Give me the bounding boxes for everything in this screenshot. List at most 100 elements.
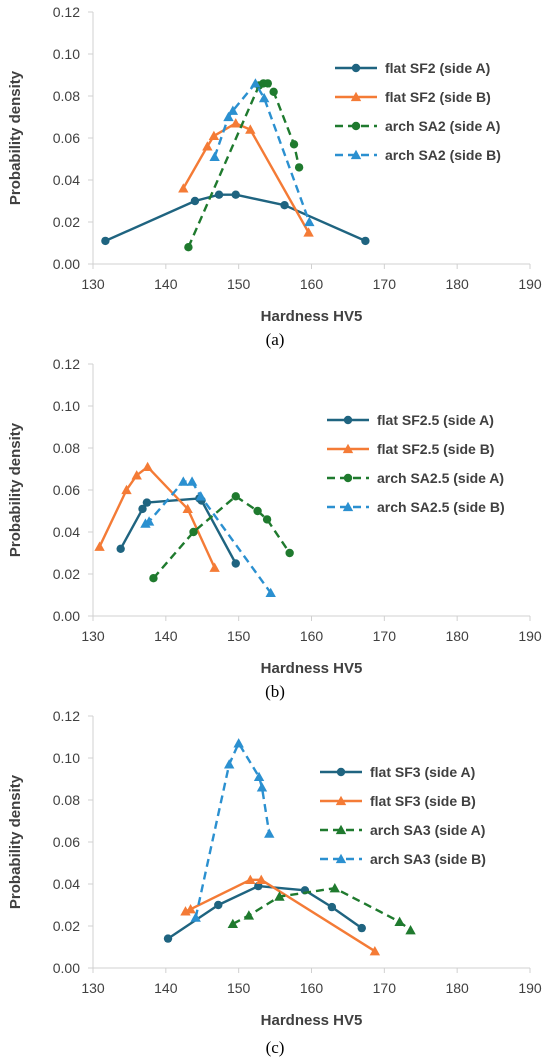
x-axis-title: Hardness HV5 — [261, 308, 363, 325]
series-3-point-3 — [263, 79, 272, 88]
series-1-point-0 — [163, 934, 173, 943]
series-3-point-4 — [262, 515, 272, 524]
series-3-point-0 — [227, 918, 239, 929]
legend-marker-point-3 — [335, 853, 347, 864]
series-2-point-2 — [208, 130, 220, 141]
legend: flat SF3 (side A) flat SF3 (side B) arch S… — [320, 764, 486, 867]
y-tick-label: 0.08 — [53, 792, 80, 808]
legend-marker-point-1 — [350, 91, 362, 102]
series-line — [213, 82, 311, 223]
series-4-point-0 — [190, 912, 201, 922]
x-tick-label: 130 — [81, 980, 105, 996]
series-2 — [94, 461, 220, 572]
series-1-point-0 — [116, 544, 125, 553]
panel-caption-b: (b) — [265, 682, 285, 701]
y-tick-label: 0.12 — [53, 708, 80, 724]
series-3-point-5 — [289, 140, 299, 149]
series-3-point-0 — [184, 243, 193, 252]
series-2-point-3 — [230, 118, 241, 128]
series-2-point-0 — [94, 541, 105, 551]
series-3 — [149, 492, 294, 583]
series-2-point-2 — [245, 874, 256, 884]
series-1-point-4 — [280, 201, 289, 210]
legend-label: flat SF3 (side B) — [370, 793, 476, 809]
series-2-point-4 — [182, 503, 193, 514]
series-line — [185, 878, 376, 953]
y-axis-title: Probability density — [7, 70, 24, 205]
series-3-point-4 — [269, 87, 278, 97]
series-4-point-2 — [178, 476, 189, 486]
series-4 — [209, 78, 315, 227]
series-line — [98, 465, 216, 569]
legend-label: arch SA2 (side A) — [385, 118, 500, 134]
series-2-point-4 — [369, 946, 381, 956]
x-tick-label: 160 — [300, 276, 324, 292]
legend-label: flat SF3 (side A) — [370, 764, 475, 780]
series-4-point-1 — [143, 516, 155, 526]
x-tick-label: 140 — [154, 276, 178, 292]
series-3-point-2 — [231, 492, 240, 501]
series-1-point-4 — [327, 902, 337, 912]
series-1-point-5 — [361, 236, 370, 246]
y-tick-label: 0.10 — [53, 750, 80, 766]
legend-marker-point-2 — [335, 824, 347, 835]
series-3-point-0 — [149, 574, 158, 583]
series-4-point-3 — [250, 78, 261, 88]
legend-marker-point-0 — [351, 63, 361, 73]
series-3-point-5 — [285, 548, 294, 558]
series-1-point-1 — [138, 504, 147, 514]
series-3-point-3 — [329, 883, 341, 893]
legend-label: arch SA3 (side B) — [370, 851, 486, 867]
x-axis-title: Hardness HV5 — [261, 660, 363, 677]
series-2-point-1 — [185, 904, 196, 914]
series-4-point-4 — [195, 491, 206, 501]
series-line — [232, 886, 412, 932]
legend-label: flat SF2.5 (side A) — [377, 412, 494, 428]
series-1-point-2 — [142, 498, 152, 507]
series-2-point-5 — [209, 562, 220, 572]
legend: flat SF2 (side A) flat SF2 (side B) arch S… — [335, 60, 501, 163]
x-tick-label: 160 — [300, 628, 324, 644]
series-3-point-4 — [394, 916, 405, 926]
legend-label: arch SA2.5 (side B) — [377, 499, 505, 515]
x-tick-label: 190 — [518, 628, 542, 644]
legend-label: arch SA3 (side A) — [370, 822, 485, 838]
series-4 — [190, 738, 275, 922]
y-tick-label: 0.06 — [53, 834, 80, 850]
x-tick-label: 150 — [227, 276, 251, 292]
series-3-point-1 — [189, 527, 198, 537]
y-tick-label: 0.02 — [53, 566, 80, 582]
y-tick-label: 0.00 — [53, 960, 80, 976]
series-1-point-0 — [101, 236, 110, 246]
x-tick-label: 170 — [373, 980, 397, 996]
series-3 — [227, 883, 416, 935]
y-tick-label: 0.12 — [53, 4, 80, 20]
x-tick-label: 140 — [154, 980, 178, 996]
series-2-point-1 — [202, 141, 213, 151]
series-1 — [101, 190, 370, 246]
x-tick-label: 180 — [445, 980, 469, 996]
legend-marker-point-2 — [343, 473, 353, 483]
series-4-point-1 — [223, 759, 235, 769]
legend-marker-point-1 — [342, 443, 354, 454]
series-3 — [184, 79, 304, 252]
x-tick-label: 180 — [445, 276, 469, 292]
series-4-point-2 — [227, 105, 239, 115]
y-tick-label: 0.00 — [53, 256, 80, 272]
legend-label: flat SF2 (side B) — [385, 89, 491, 105]
legend: flat SF2.5 (side A) flat SF2.5 (side B) ar… — [327, 412, 505, 515]
series-2-point-3 — [142, 461, 153, 472]
series-2-point-1 — [121, 484, 132, 495]
series-1-point-2 — [254, 881, 263, 891]
series-4-point-5 — [264, 828, 275, 838]
y-tick-label: 0.06 — [53, 482, 80, 498]
series-line — [187, 82, 301, 248]
legend-label: arch SA2 (side B) — [385, 147, 501, 163]
x-axis-title: Hardness HV5 — [261, 1012, 363, 1029]
series-1 — [163, 881, 366, 943]
series-4-point-3 — [253, 771, 265, 782]
x-tick-label: 190 — [518, 980, 542, 996]
y-tick-label: 0.02 — [53, 214, 80, 230]
x-tick-label: 150 — [227, 980, 251, 996]
